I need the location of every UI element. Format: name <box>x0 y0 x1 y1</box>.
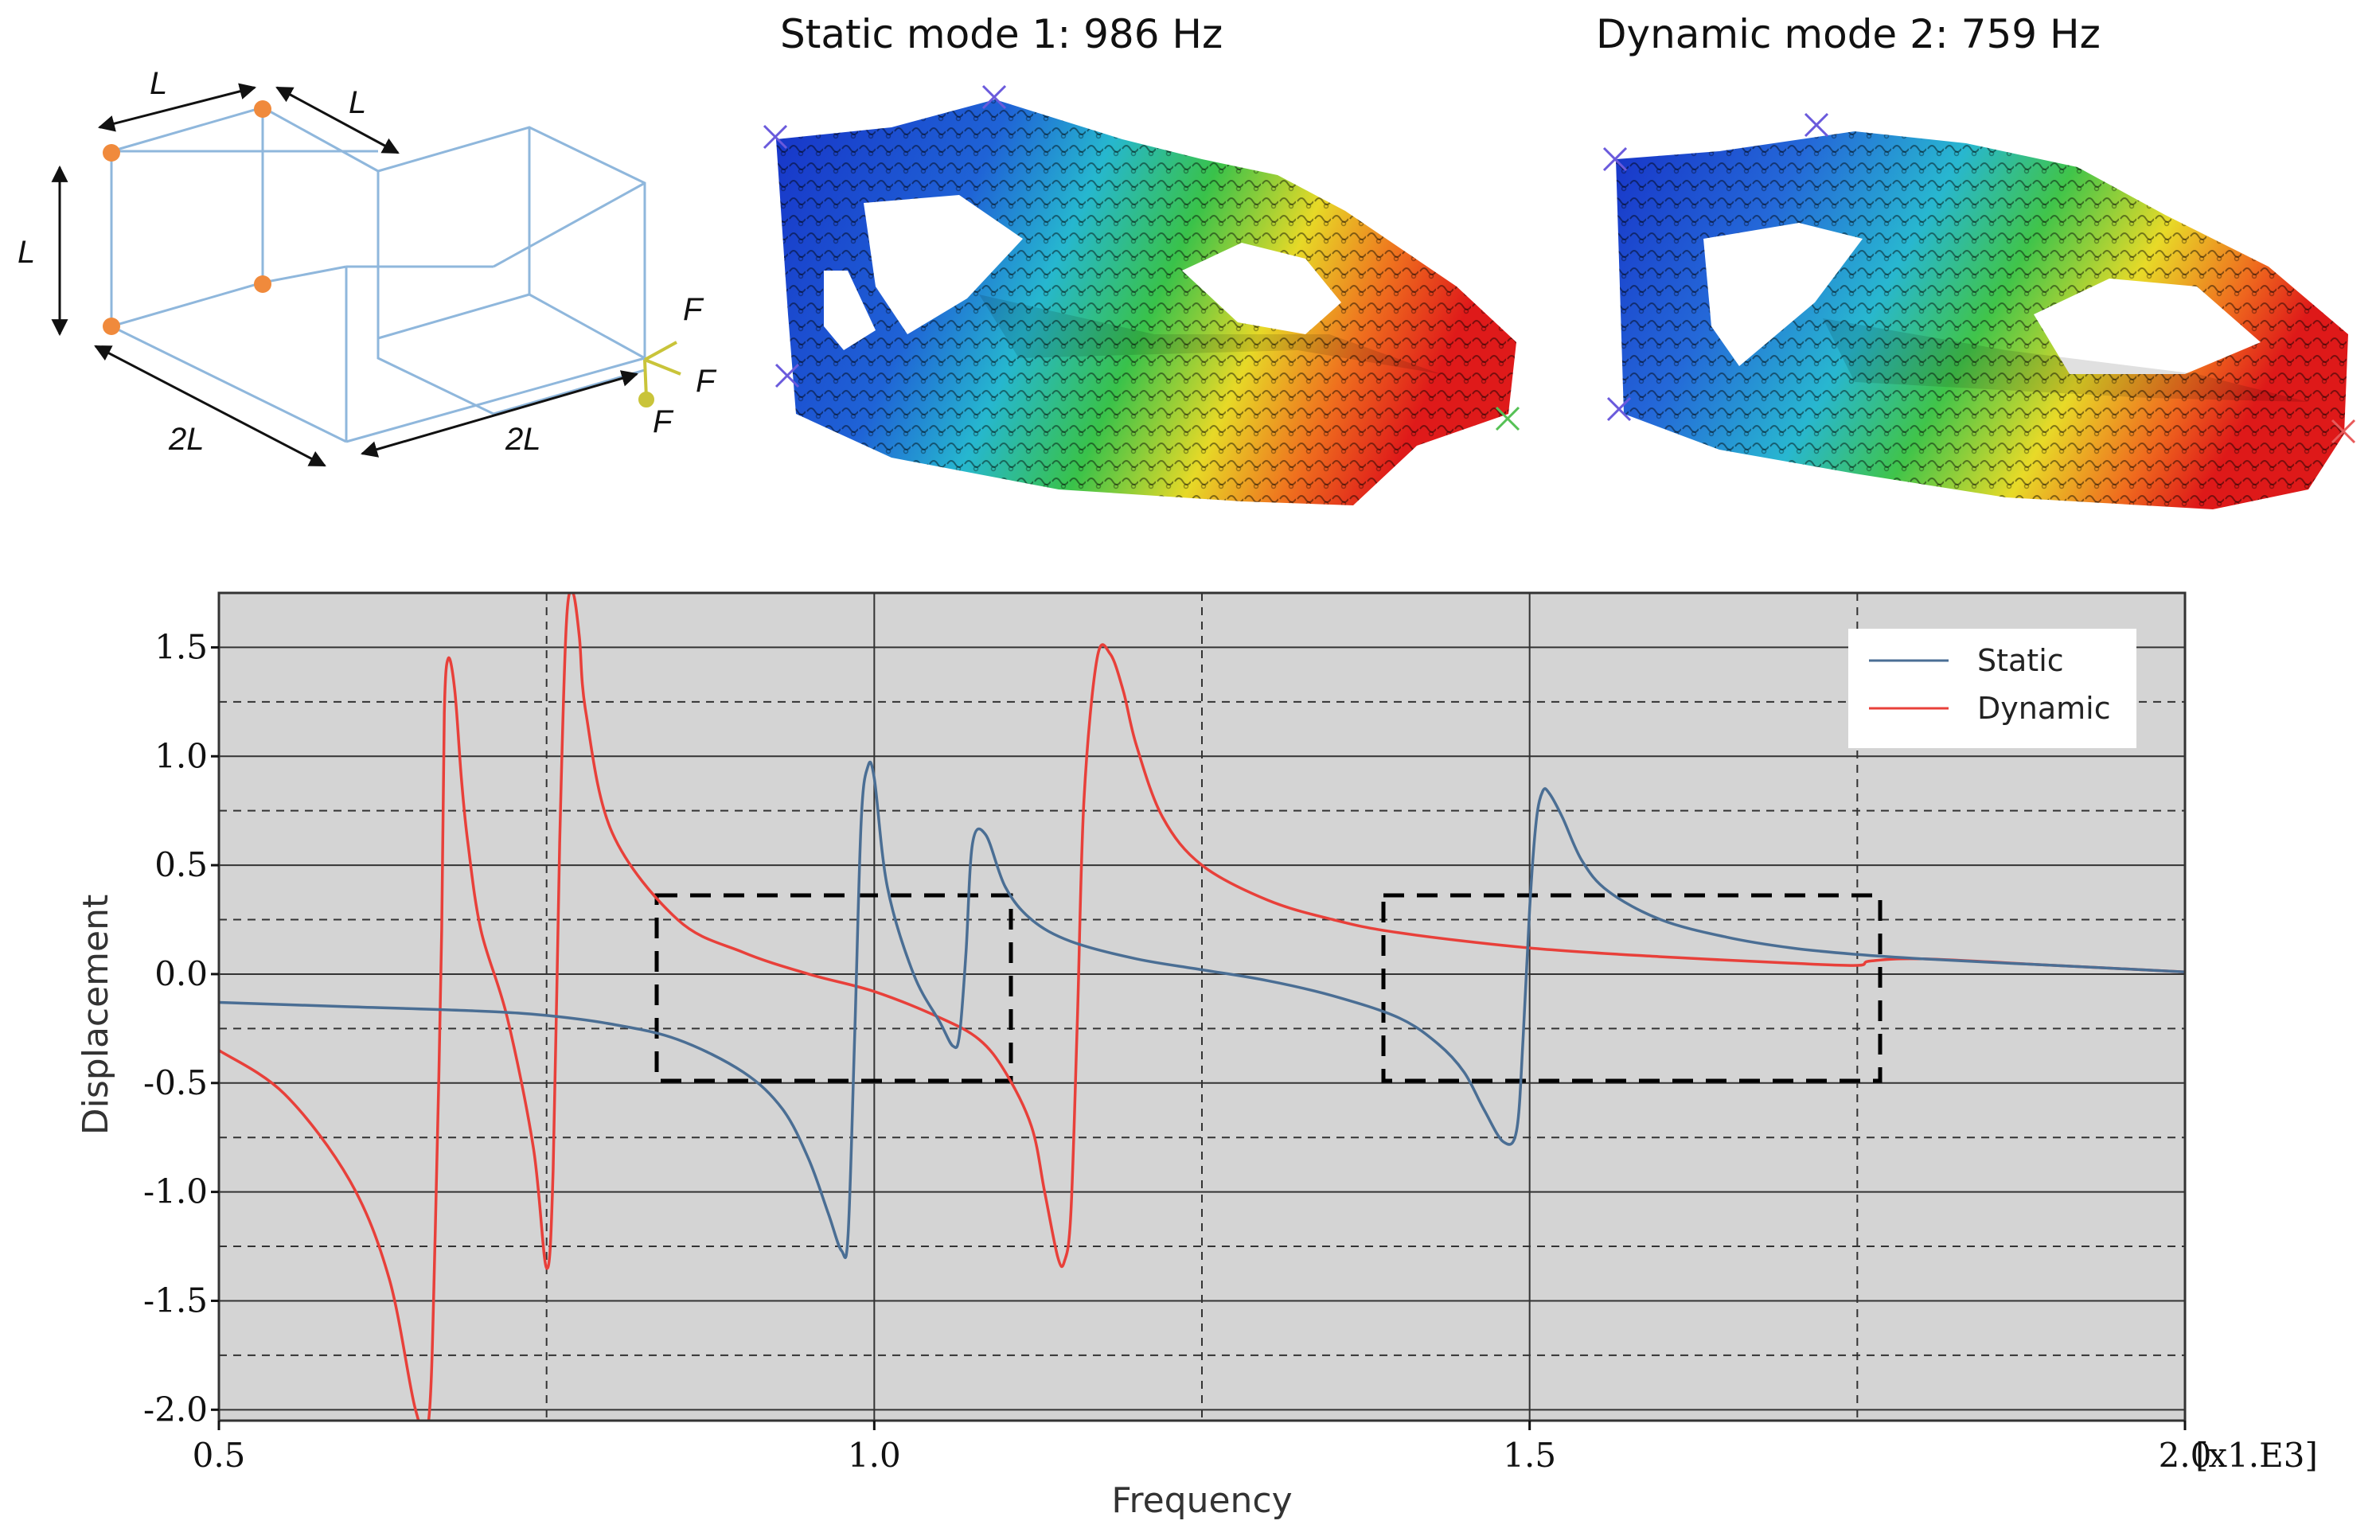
highlight-box-right <box>1381 893 1883 1083</box>
y-tick-label: -1.0 <box>143 1172 208 1211</box>
y-tick-label: 0.5 <box>154 845 208 884</box>
y-tick-label: -0.5 <box>143 1063 208 1102</box>
series <box>219 593 2185 1421</box>
x-axis-label: Frequency <box>1111 1480 1292 1521</box>
dynamic-mode-shape-image <box>1602 112 2356 509</box>
highlight-boxes <box>654 893 1883 1083</box>
series-line-dynamic <box>219 593 2185 1421</box>
legend-static-label: Static <box>1977 643 2064 678</box>
x-unit-label: [x1.E3] <box>2195 1436 2318 1475</box>
support-markers <box>103 100 271 335</box>
dynamic-mode-title: Dynamic mode 2: 759 Hz <box>1596 11 2101 57</box>
force-label-3: F <box>653 404 674 439</box>
dim-label-bottom-left: 2L <box>168 422 205 457</box>
x-ticks: 0.5 1.0 1.5 2.0 <box>193 1421 2212 1475</box>
y-axis-label: Displacement <box>76 895 116 1135</box>
frequency-response-chart: 1.5 1.0 0.5 0.0 -0.5 -1.0 -1.5 -2.0 0.5 1.0 1.5 2.… <box>76 591 2318 1521</box>
dim-label-top-left: L <box>150 66 167 101</box>
x-tick-label: 1.5 <box>1503 1436 1556 1475</box>
legend-dynamic-label: Dynamic <box>1977 691 2111 726</box>
plot-border <box>217 591 2187 1422</box>
dim-label-top-right: L <box>349 85 366 120</box>
force-label-2: F <box>696 364 717 399</box>
y-tick-label: -1.5 <box>143 1281 208 1320</box>
grid <box>219 593 2185 1421</box>
dimension-lines <box>51 83 639 467</box>
y-tick-label: 0.0 <box>154 954 208 993</box>
force-arrows <box>638 341 681 407</box>
static-mode-shape-image <box>763 84 1520 505</box>
highlight-box-left <box>654 893 1013 1083</box>
y-tick-label: 1.0 <box>154 736 208 775</box>
loadcase-diagram: L L L 2L 2L F F F <box>18 66 717 467</box>
static-mode-title: Static mode 1: 986 Hz <box>780 11 1223 57</box>
y-tick-label: 1.5 <box>154 627 208 666</box>
x-tick-label: 1.0 <box>848 1436 901 1475</box>
static-constraint-markers <box>763 84 1007 388</box>
dim-label-bottom-right: 2L <box>505 422 541 457</box>
y-tick-label: -2.0 <box>143 1390 208 1429</box>
box-wireframe <box>110 106 646 443</box>
legend: Static Dynamic <box>1848 629 2136 748</box>
force-label-1: F <box>683 292 704 327</box>
x-tick-label: 2.0 <box>2159 1436 2212 1475</box>
dynamic-constraint-markers <box>1602 112 1829 422</box>
y-ticks: 1.5 1.0 0.5 0.0 -0.5 -1.0 -1.5 -2.0 <box>143 627 219 1429</box>
x-tick-label: 0.5 <box>193 1436 246 1475</box>
dim-label-vertical: L <box>18 235 35 270</box>
series-line-static <box>219 760 2185 1259</box>
